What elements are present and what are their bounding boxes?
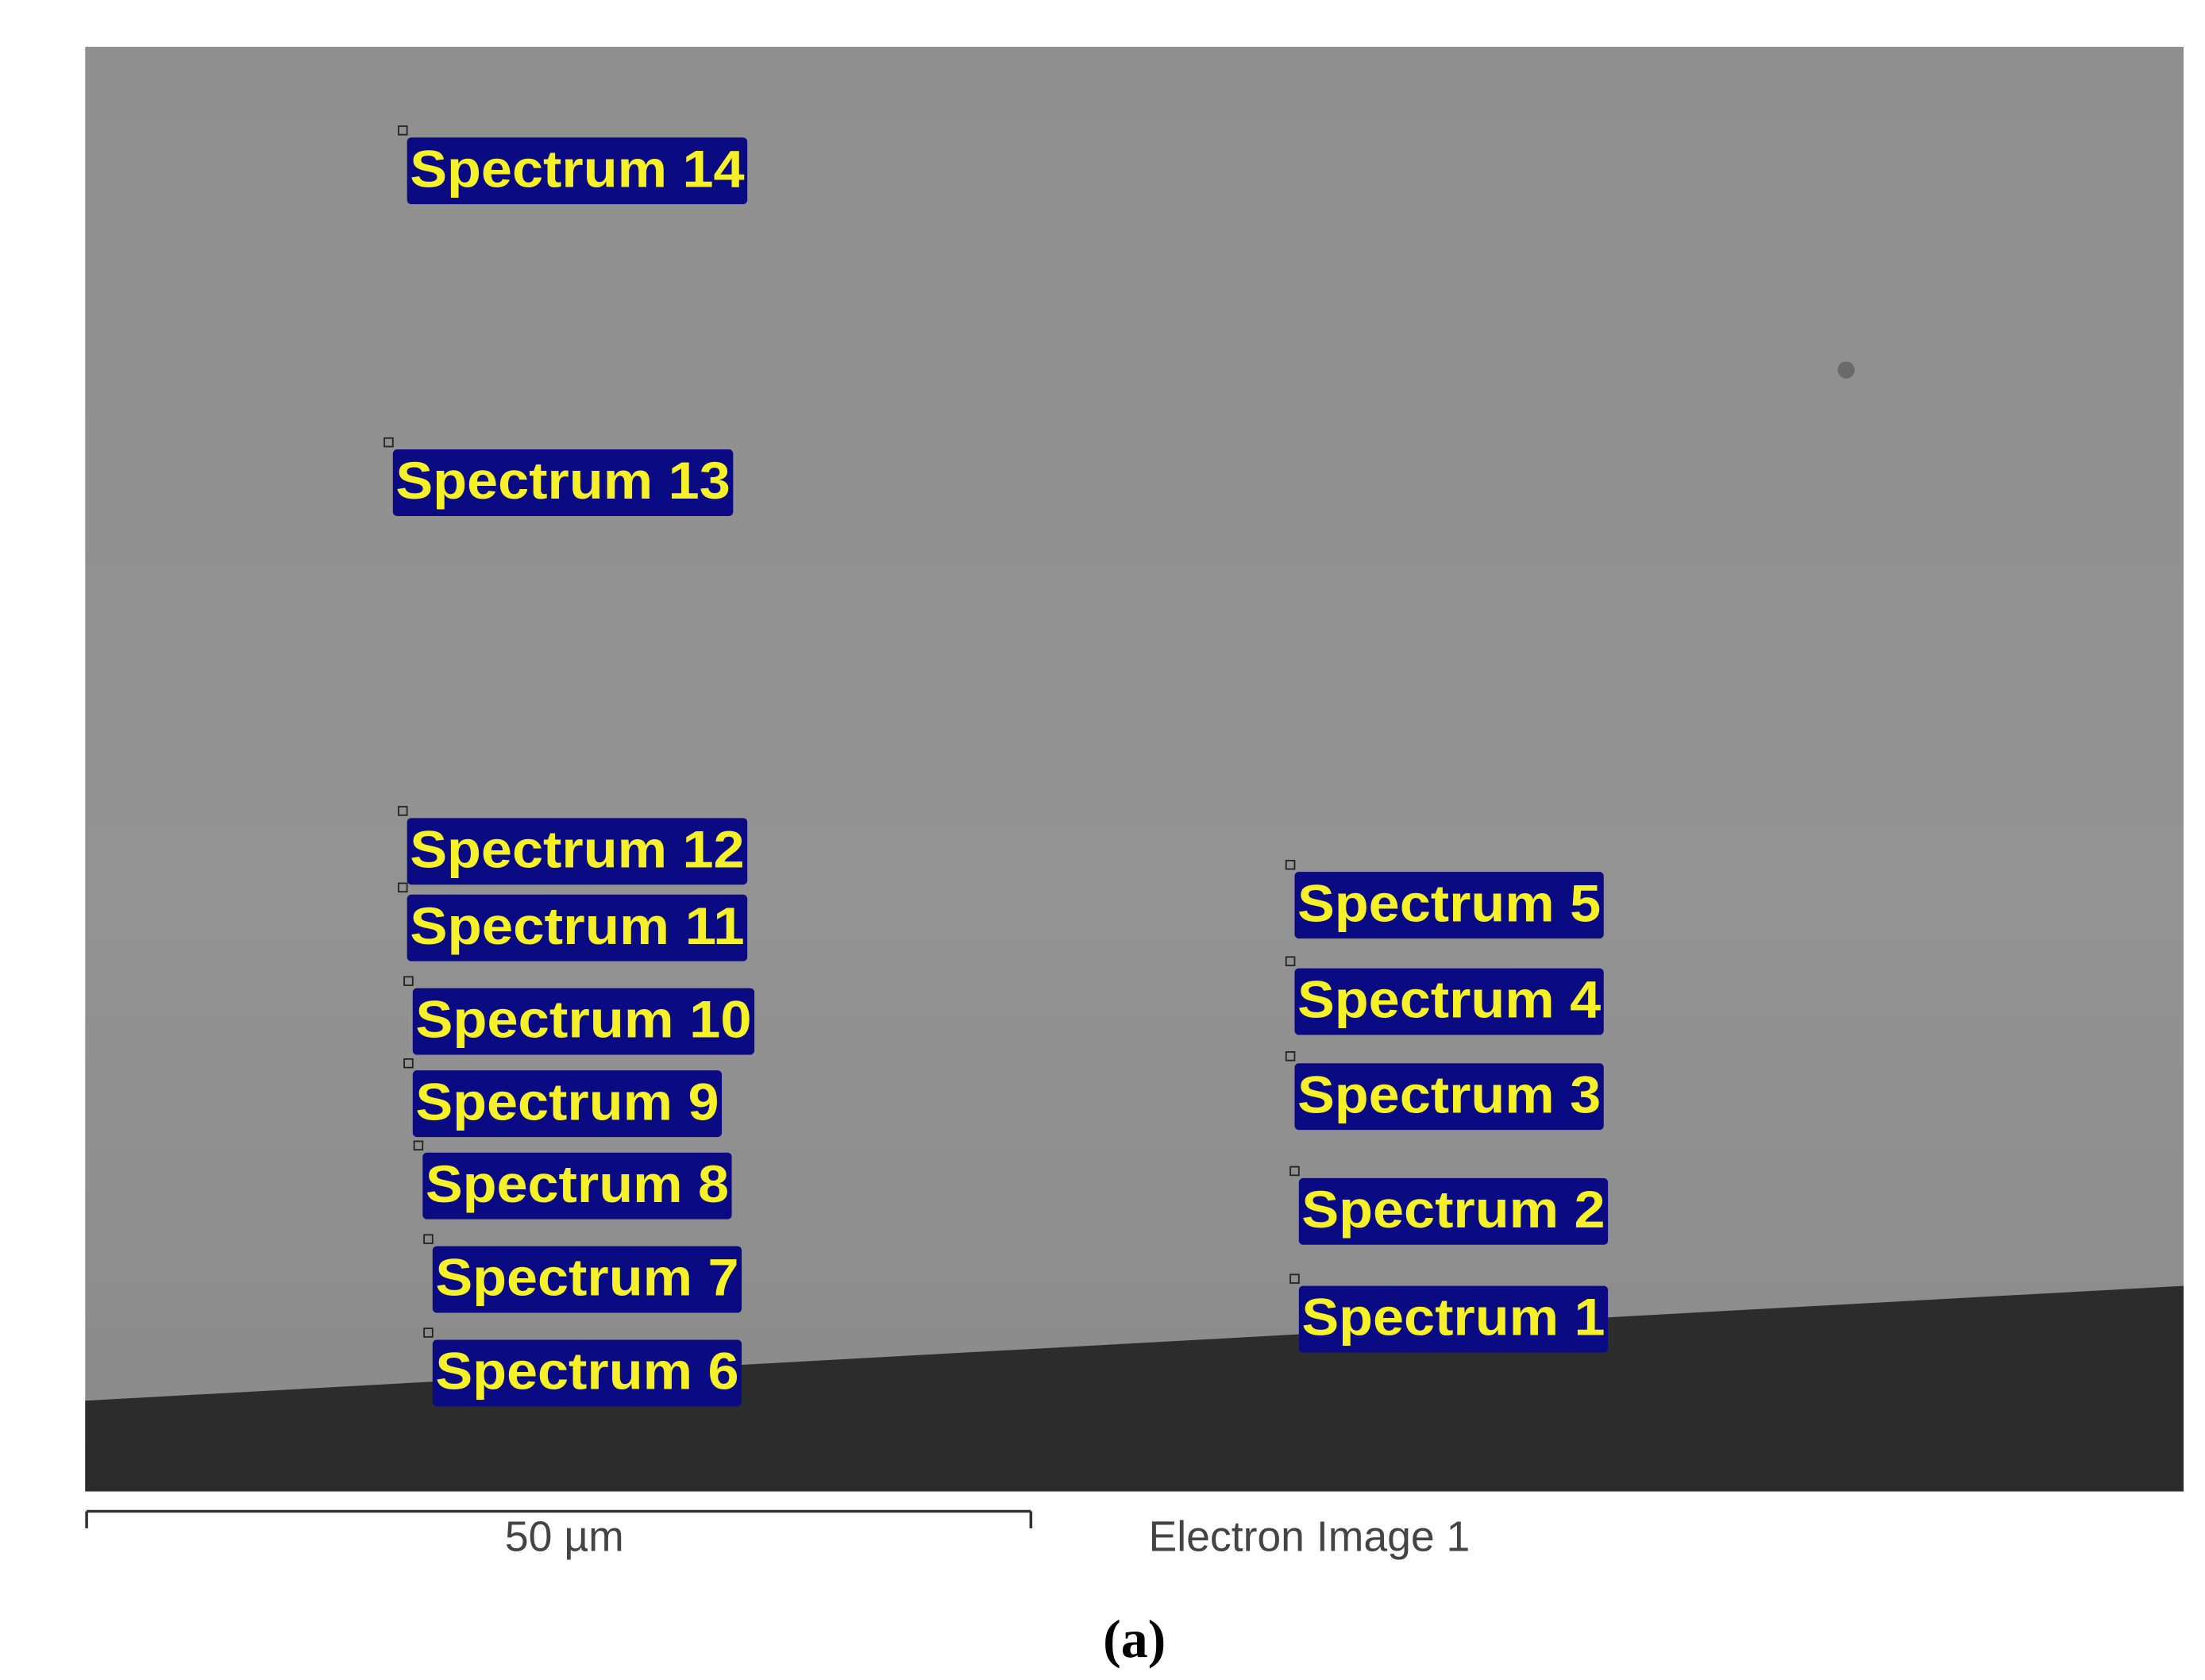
label-box (432, 1339, 742, 1407)
label-text: Spectrum 4 (1297, 970, 1601, 1029)
spectrum-labels: Spectrum 14 Spectrum 13 Spectrum 12 Spectru… (384, 125, 1609, 1407)
substrate (85, 1285, 2184, 1492)
label-box (422, 1152, 732, 1220)
label-box (407, 818, 748, 885)
label-text: Spectrum 12 (410, 819, 744, 878)
figure-label: (a) (1103, 1609, 1166, 1669)
spot-marker (398, 882, 408, 893)
spot-marker (1285, 1051, 1296, 1062)
label-text: Spectrum 2 (1301, 1180, 1605, 1239)
spot-marker (403, 976, 414, 986)
spot-marker (423, 1234, 434, 1244)
spot-marker (403, 1058, 414, 1069)
label-text: Spectrum 5 (1297, 873, 1601, 932)
label-box (412, 988, 755, 1055)
spot-marker (398, 125, 408, 136)
label-box (412, 1070, 723, 1138)
spot-marker (1285, 956, 1296, 966)
label-text: Spectrum 9 (415, 1072, 719, 1131)
label-text: Spectrum 6 (435, 1342, 738, 1401)
spot-marker (413, 1140, 424, 1151)
label-box (1294, 1063, 1604, 1131)
label-box (1294, 968, 1604, 1035)
label-box (1298, 1177, 1609, 1245)
spot-marker (1289, 1273, 1300, 1284)
scale-bar-label: 50 µm (505, 1513, 624, 1560)
spot-marker (1289, 1166, 1300, 1177)
sem-image (85, 46, 2184, 1492)
label-text: Spectrum 13 (395, 451, 730, 510)
spot-marker (384, 437, 394, 448)
label-box (1298, 1285, 1609, 1353)
image-title: Electron Image 1 (1149, 1513, 1471, 1560)
particle (1837, 361, 1855, 379)
label-box (407, 137, 748, 205)
label-box (432, 1246, 742, 1313)
label-text: Spectrum 8 (426, 1154, 729, 1213)
spot-marker (1285, 859, 1296, 870)
label-text: Spectrum 14 (410, 139, 745, 198)
label-text: Spectrum 11 (410, 896, 744, 955)
label-text: Spectrum 7 (435, 1248, 738, 1307)
spot-marker (398, 806, 408, 816)
label-text: Spectrum 1 (1301, 1288, 1605, 1347)
label-box (392, 449, 734, 516)
label-text: Spectrum 10 (415, 990, 751, 1049)
spot-marker (423, 1327, 434, 1338)
label-box (1294, 872, 1604, 939)
label-text: Spectrum 3 (1297, 1065, 1601, 1123)
label-box (407, 894, 748, 961)
